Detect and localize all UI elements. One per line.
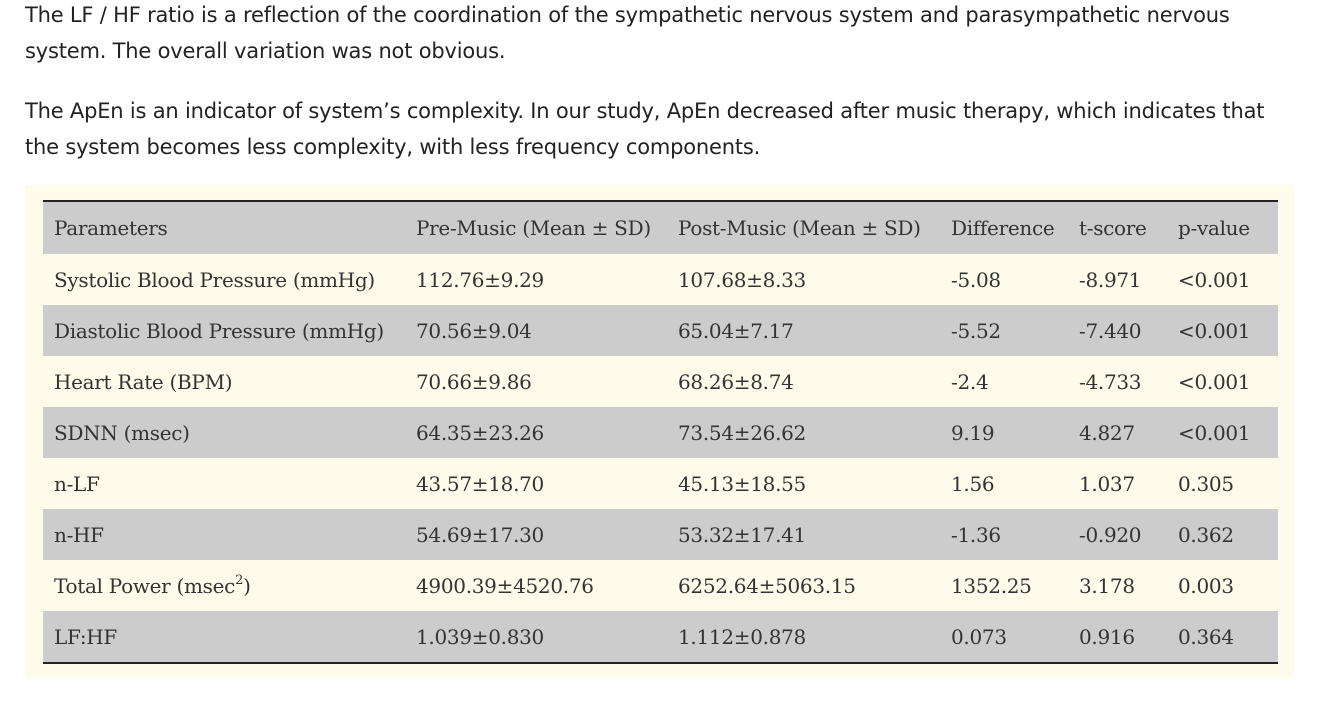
cell-t-score: 0.916 xyxy=(1079,624,1135,649)
table-container: Parameters Pre-Music (Mean ± SD) Post-Mu… xyxy=(25,185,1294,678)
cell-p-value: 0.003 xyxy=(1178,573,1234,598)
cell-post-music: 1.112±0.878 xyxy=(678,624,806,649)
header-difference: Difference xyxy=(951,216,1055,240)
table-row: n-LF 43.57±18.70 45.13±18.55 1.56 1.037 … xyxy=(43,458,1278,509)
header-t-score: t-score xyxy=(1079,216,1147,240)
cell-parameter: LF:HF xyxy=(54,624,118,649)
cell-t-score: 4.827 xyxy=(1079,420,1135,445)
cell-t-score: -7.440 xyxy=(1079,318,1142,343)
total-power-label-prefix: Total Power (msec xyxy=(54,573,236,598)
cell-p-value: 0.362 xyxy=(1178,522,1234,547)
cell-difference: 1.56 xyxy=(951,471,995,496)
table-row: Total Power (msec2) 4900.39±4520.76 6252… xyxy=(43,560,1278,611)
cell-p-value: <0.001 xyxy=(1178,318,1251,343)
table-header-row: Parameters Pre-Music (Mean ± SD) Post-Mu… xyxy=(43,201,1278,254)
cell-difference: -1.36 xyxy=(951,522,1001,547)
header-parameters: Parameters xyxy=(54,216,168,240)
cell-p-value: <0.001 xyxy=(1178,369,1251,394)
cell-difference: 1352.25 xyxy=(951,573,1032,598)
cell-difference: -5.08 xyxy=(951,267,1001,292)
header-p-value: p-value xyxy=(1178,216,1250,240)
cell-post-music: 53.32±17.41 xyxy=(678,522,806,547)
cell-parameter: SDNN (msec) xyxy=(54,420,190,445)
cell-post-music: 68.26±8.74 xyxy=(678,369,794,394)
cell-t-score: -8.971 xyxy=(1079,267,1142,292)
cell-parameter: Systolic Blood Pressure (mmHg) xyxy=(54,267,375,292)
cell-t-score: 1.037 xyxy=(1079,471,1135,496)
cell-pre-music: 43.57±18.70 xyxy=(416,471,544,496)
header-pre-music: Pre-Music (Mean ± SD) xyxy=(416,216,651,240)
total-power-label-superscript: 2 xyxy=(235,572,244,588)
cell-post-music: 107.68±8.33 xyxy=(678,267,806,292)
table-row: Heart Rate (BPM) 70.66±9.86 68.26±8.74 -… xyxy=(43,356,1278,407)
cell-t-score: -4.733 xyxy=(1079,369,1142,394)
cell-post-music: 73.54±26.62 xyxy=(678,420,806,445)
cell-pre-music: 70.56±9.04 xyxy=(416,318,532,343)
cell-pre-music: 64.35±23.26 xyxy=(416,420,544,445)
cell-parameter: Diastolic Blood Pressure (mmHg) xyxy=(54,318,384,343)
cell-pre-music: 70.66±9.86 xyxy=(416,369,532,394)
header-post-music: Post-Music (Mean ± SD) xyxy=(678,216,921,240)
cell-post-music: 45.13±18.55 xyxy=(678,471,806,496)
paragraph-lf-hf-ratio: The LF / HF ratio is a reflection of the… xyxy=(25,3,1230,63)
cell-p-value: 0.305 xyxy=(1178,471,1234,496)
total-power-label-suffix: ) xyxy=(243,573,251,598)
table-row: Systolic Blood Pressure (mmHg) 112.76±9.… xyxy=(43,254,1278,305)
cell-parameter: Total Power (msec2) xyxy=(43,560,416,611)
cell-difference: -5.52 xyxy=(951,318,1001,343)
cell-t-score: 3.178 xyxy=(1079,573,1135,598)
cell-t-score: -0.920 xyxy=(1079,522,1142,547)
cell-difference: 9.19 xyxy=(951,420,995,445)
cell-difference: 0.073 xyxy=(951,624,1007,649)
table-row: Diastolic Blood Pressure (mmHg) 70.56±9.… xyxy=(43,305,1278,356)
cell-difference: -2.4 xyxy=(951,369,989,394)
cell-parameter: n-LF xyxy=(54,471,100,496)
cell-p-value: 0.364 xyxy=(1178,624,1234,649)
cell-pre-music: 1.039±0.830 xyxy=(416,624,544,649)
results-table: Parameters Pre-Music (Mean ± SD) Post-Mu… xyxy=(43,200,1278,664)
table-row: n-HF 54.69±17.30 53.32±17.41 -1.36 -0.92… xyxy=(43,509,1278,560)
cell-parameter: Heart Rate (BPM) xyxy=(54,369,233,394)
cell-p-value: <0.001 xyxy=(1178,420,1251,445)
table-row: SDNN (msec) 64.35±23.26 73.54±26.62 9.19… xyxy=(43,407,1278,458)
cell-post-music: 6252.64±5063.15 xyxy=(678,573,856,598)
paragraph-apen: The ApEn is an indicator of system’s com… xyxy=(25,99,1265,159)
cell-pre-music: 112.76±9.29 xyxy=(416,267,544,292)
cell-parameter: n-HF xyxy=(54,522,104,547)
cell-pre-music: 4900.39±4520.76 xyxy=(416,573,594,598)
cell-pre-music: 54.69±17.30 xyxy=(416,522,544,547)
table-row: LF:HF 1.039±0.830 1.112±0.878 0.073 0.91… xyxy=(43,611,1278,663)
cell-p-value: <0.001 xyxy=(1178,267,1251,292)
cell-post-music: 65.04±7.17 xyxy=(678,318,794,343)
